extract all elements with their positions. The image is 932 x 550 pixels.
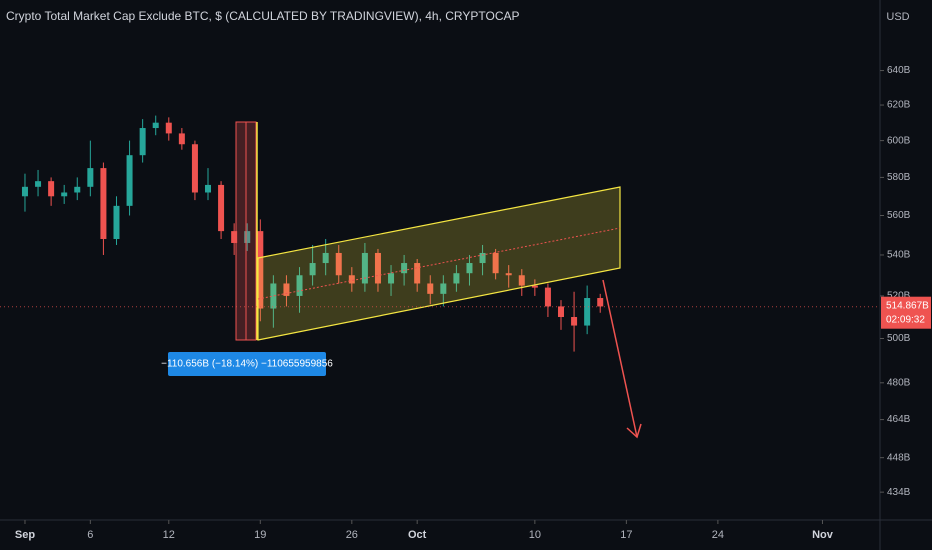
chart-title: Crypto Total Market Cap Exclude BTC, $ (… <box>6 9 520 23</box>
candle-body <box>374 252 381 284</box>
last-price-box <box>881 296 931 329</box>
candle-body <box>21 186 28 197</box>
arrow-head <box>626 423 642 439</box>
countdown-label: 02:09:32 <box>886 314 925 325</box>
y-tick-label: 464B <box>887 414 911 425</box>
channel-midline <box>257 227 621 300</box>
candle-body <box>87 168 94 187</box>
y-tick-label: 620B <box>887 100 911 111</box>
candle-body <box>440 283 447 294</box>
candle-body <box>270 283 277 309</box>
candle-body <box>427 283 434 294</box>
y-tick-label: 480B <box>887 377 911 388</box>
candle-body <box>61 192 68 197</box>
x-tick-label: 10 <box>529 529 541 541</box>
candle-body <box>453 273 460 284</box>
candle-body <box>309 263 316 276</box>
candle-body <box>152 122 159 129</box>
x-tick-label: Nov <box>812 529 834 541</box>
candle-body <box>35 181 42 187</box>
candle-body <box>74 186 81 193</box>
last-price-label: 514.867B <box>886 300 929 311</box>
y-tick-label: 640B <box>887 65 911 76</box>
y-tick-label: 448B <box>887 452 911 463</box>
candle-body <box>283 283 290 296</box>
candle-body <box>492 252 499 274</box>
x-tick-label: Sep <box>15 529 35 541</box>
candle-body <box>126 155 133 206</box>
candle-body <box>388 273 395 284</box>
y-tick-label: 500B <box>887 333 911 344</box>
candle-body <box>191 144 198 193</box>
y-tick-label: 580B <box>887 172 911 183</box>
candle-body <box>479 252 486 264</box>
x-tick-label: 19 <box>254 529 266 541</box>
candle-body <box>296 275 303 296</box>
measure-label: −110.656B (−18.14%) −110655959856 <box>161 359 333 370</box>
candle-body <box>218 184 225 232</box>
candle-body <box>597 298 604 307</box>
candle-body <box>139 128 146 156</box>
candle-body <box>231 231 238 243</box>
axes: 640B 620B 600B 580B 560B 540B 520B 500B 480B 464B… <box>0 65 931 541</box>
candle-body <box>244 231 251 243</box>
y-tick-label: 560B <box>887 210 911 221</box>
candle-body <box>178 133 185 145</box>
currency-label: USD <box>886 11 909 23</box>
candle-body <box>48 181 55 197</box>
arrow <box>602 279 638 438</box>
candle-body <box>257 231 264 309</box>
x-tick-label: 6 <box>87 529 93 541</box>
candle-body <box>361 252 368 284</box>
candle-body <box>557 306 564 318</box>
candle-body <box>531 285 538 288</box>
x-tick-label: 12 <box>163 529 175 541</box>
candle-body <box>571 317 578 326</box>
x-tick-label: Oct <box>408 529 427 541</box>
candle-body <box>544 287 551 307</box>
candle-body <box>322 252 329 264</box>
x-tick-label: 24 <box>712 529 724 541</box>
x-tick-label: 17 <box>620 529 632 541</box>
y-tick-label: 434B <box>887 487 911 498</box>
candle-body <box>518 275 525 286</box>
x-tick-label: 26 <box>346 529 358 541</box>
candle-body <box>100 168 107 240</box>
candle-body <box>348 275 355 284</box>
candle-body <box>414 263 421 284</box>
y-tick-label: 520B <box>887 291 911 302</box>
y-tick-label: 600B <box>887 135 911 146</box>
candle-body <box>505 273 512 276</box>
candle-body <box>335 252 342 276</box>
candles <box>21 115 604 352</box>
candle-body <box>401 263 408 274</box>
candle-body <box>205 184 212 193</box>
candle-body <box>466 263 473 274</box>
candle-body <box>113 205 120 240</box>
candle-body <box>165 122 172 134</box>
measure-label-box <box>168 352 326 376</box>
y-tick-label: 540B <box>887 250 911 261</box>
candle-body <box>584 298 591 326</box>
